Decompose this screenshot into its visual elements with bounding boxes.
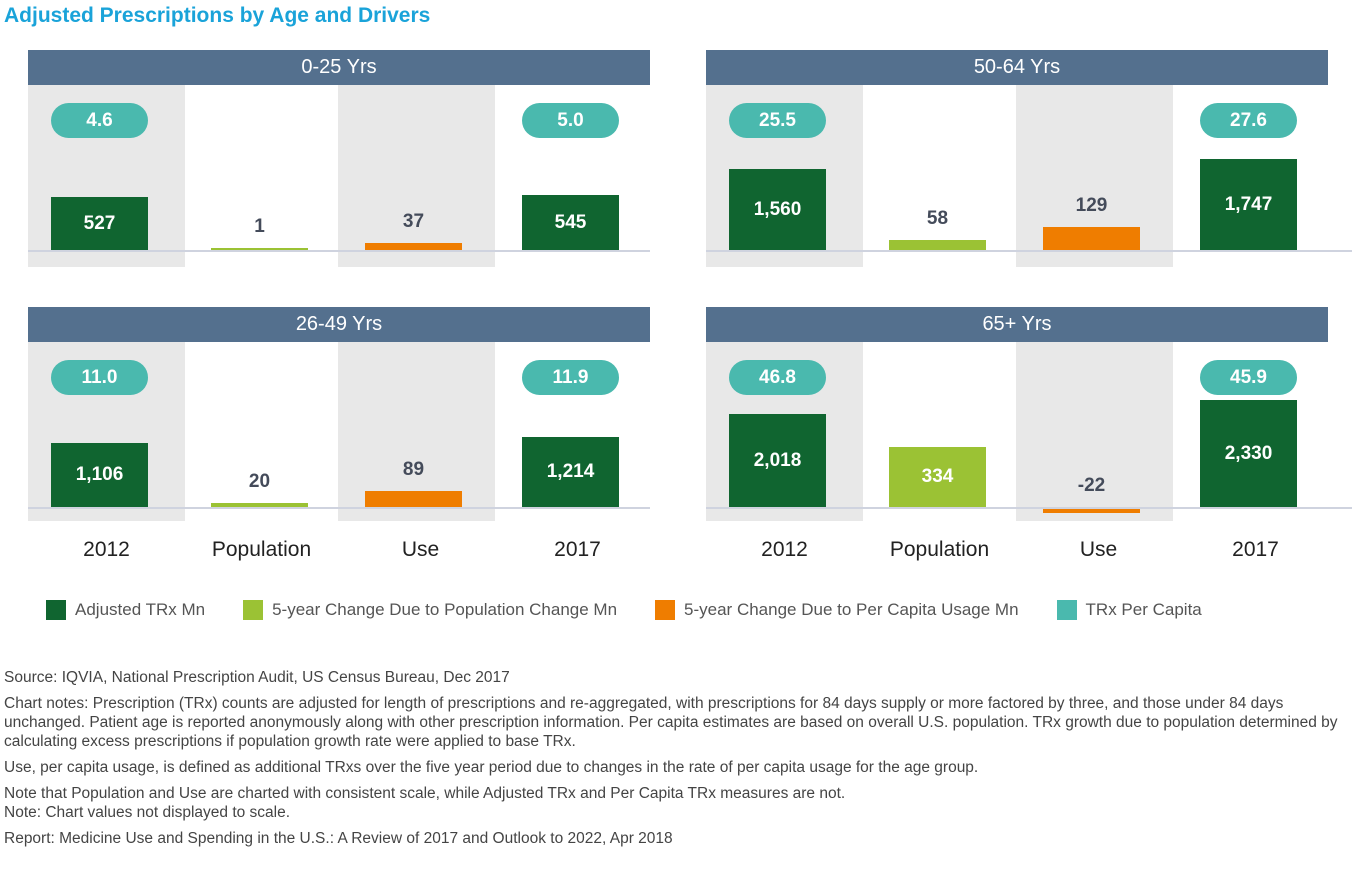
per-capita-pill: 45.9 [1200, 360, 1297, 395]
legend: Adjusted TRx Mn 5-year Change Due to Pop… [46, 600, 1240, 620]
bar-use [365, 243, 462, 250]
category-label: Population [889, 538, 990, 561]
category-label: 2012 [83, 538, 130, 561]
legend-swatch [243, 600, 264, 620]
baseline [28, 250, 650, 252]
panel-50-64-yrs: 50-64 Yrs 1,560 58 129 1,747 25.5 27.6 [706, 50, 1352, 270]
category-label: 2017 [1232, 538, 1279, 561]
legend-item: 5-year Change Due to Population Change M… [243, 600, 617, 620]
bar-population [211, 248, 308, 250]
baseline [706, 507, 1352, 509]
category-label: Use [1079, 538, 1118, 561]
per-capita-pill: 11.0 [51, 360, 148, 395]
panel-0-25-yrs: 0-25 Yrs 527 1 37 545 4.6 5.0 [28, 50, 650, 270]
source-note: Source: IQVIA, National Prescription Aud… [4, 669, 510, 686]
bar-value-label: 334 [921, 466, 954, 487]
baseline [706, 250, 1352, 252]
legend-swatch [46, 600, 66, 620]
bar-population [889, 240, 986, 250]
panel-title: 0-25 Yrs [28, 50, 650, 85]
legend-label: Adjusted TRx Mn [75, 600, 206, 619]
bar-value-label: 58 [926, 208, 949, 229]
bar-value-label: 129 [1075, 195, 1108, 216]
bar-population [211, 503, 308, 507]
panel-title: 65+ Yrs [706, 307, 1328, 342]
bar-value-label: 1,106 [75, 464, 124, 485]
bar-use [1043, 509, 1140, 513]
chart-title: Adjusted Prescriptions by Age and Driver… [4, 4, 431, 27]
column-shade [1016, 307, 1173, 521]
per-capita-pill: 25.5 [729, 103, 826, 138]
per-capita-pill: 46.8 [729, 360, 826, 395]
bar-2012: 527 [51, 197, 148, 250]
legend-label: 5-year Change Due to Population Change M… [272, 600, 618, 619]
per-capita-pill: 27.6 [1200, 103, 1297, 138]
bar-2012: 2,018 [729, 414, 826, 507]
footnotes: Source: IQVIA, National Prescription Aud… [4, 668, 1344, 855]
category-label: Use [401, 538, 440, 561]
panel-title: 50-64 Yrs [706, 50, 1328, 85]
legend-swatch [1056, 600, 1077, 620]
legend-label: 5-year Change Due to Per Capita Usage Mn [684, 600, 1019, 619]
bar-2012: 1,560 [729, 169, 826, 250]
legend-swatch [655, 600, 676, 620]
column-shade [338, 50, 495, 267]
category-label: 2012 [761, 538, 808, 561]
bar-value-label: 1 [254, 216, 265, 237]
bar-value-label: 1,747 [1224, 193, 1273, 215]
legend-label: TRx Per Capita [1085, 600, 1202, 619]
bar-use [365, 491, 462, 507]
panel-65-yrs: 65+ Yrs 2,018 334 -22 2,330 46.8 45.9 [706, 307, 1352, 527]
bar-2017: 1,747 [1200, 159, 1297, 250]
bar-2017: 1,214 [522, 437, 619, 507]
bar-value-label: 545 [554, 211, 587, 233]
bar-2017: 2,330 [1200, 400, 1297, 507]
bar-use [1043, 227, 1140, 250]
baseline [28, 507, 650, 509]
bar-2017: 545 [522, 195, 619, 250]
category-label: 2017 [554, 538, 601, 561]
per-capita-pill: 11.9 [522, 360, 619, 395]
bar-value-label: -22 [1077, 475, 1106, 496]
report-note: Report: Medicine Use and Spending in the… [4, 830, 673, 847]
bar-value-label: 37 [402, 211, 425, 232]
bar-population: 334 [889, 447, 986, 507]
legend-item: Adjusted TRx Mn [46, 600, 205, 620]
per-capita-pill: 4.6 [51, 103, 148, 138]
panel-title: 26-49 Yrs [28, 307, 650, 342]
category-label: Population [211, 538, 312, 561]
panel-26-49-yrs: 26-49 Yrs 1,106 20 89 1,214 11.0 11.9 [28, 307, 650, 527]
bar-value-label: 2,330 [1224, 442, 1273, 464]
scale-note: Note that Population and Use are charted… [4, 785, 846, 821]
bar-value-label: 527 [83, 212, 116, 234]
per-capita-pill: 5.0 [522, 103, 619, 138]
bar-value-label: 1,560 [753, 198, 802, 220]
legend-item: 5-year Change Due to Per Capita Usage Mn [655, 600, 1019, 620]
bar-value-label: 1,214 [546, 461, 595, 482]
bar-value-label: 89 [402, 459, 425, 480]
bar-2012: 1,106 [51, 443, 148, 507]
column-shade [338, 307, 495, 521]
use-note: Use, per capita usage, is defined as add… [4, 759, 979, 776]
bar-value-label: 2,018 [753, 449, 802, 471]
chart-note: Chart notes: Prescription (TRx) counts a… [4, 695, 1338, 750]
legend-item: TRx Per Capita [1056, 600, 1202, 620]
bar-value-label: 20 [248, 471, 271, 492]
